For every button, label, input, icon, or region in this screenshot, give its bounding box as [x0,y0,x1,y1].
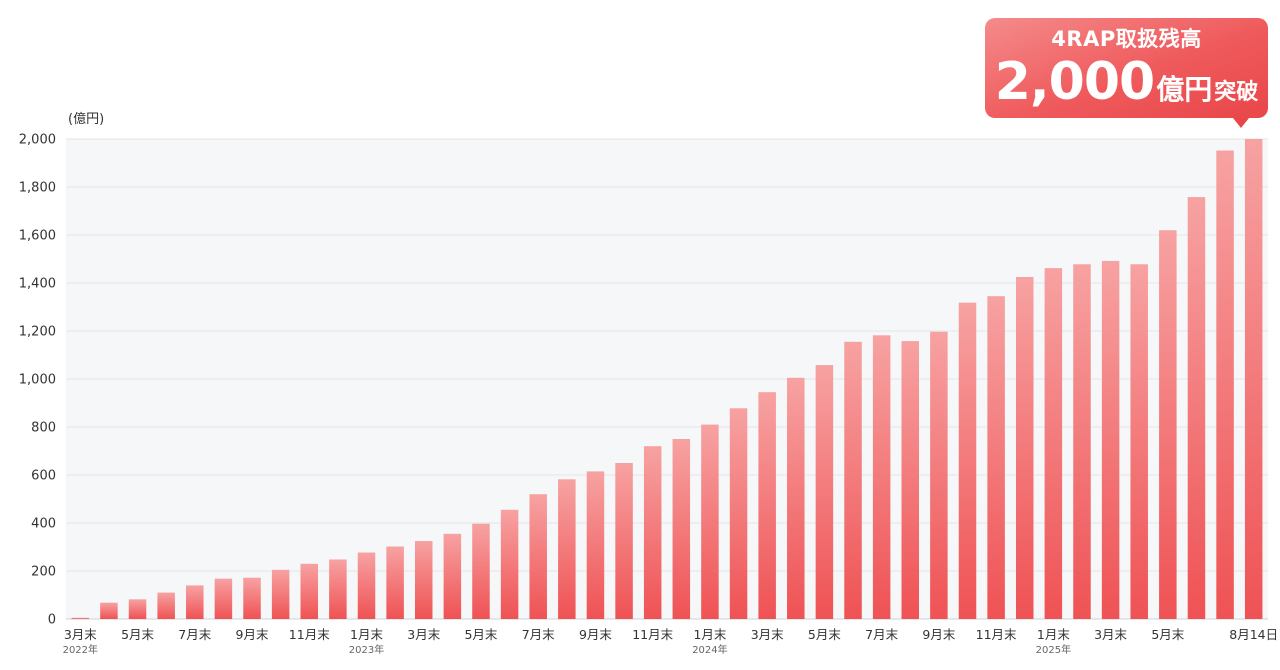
bar [1159,230,1177,619]
y-tick-label: 1,800 [19,181,56,196]
bar [300,563,319,619]
x-tick-label: 3月末 [64,627,97,642]
x-axis-ticks: 3月末 5月末 7月末 9月末 11月末 1月末 3月末 5月末 7月末 9月末 11月末 1月末 3月… [64,627,1278,642]
x-year-label: 2023年 [349,643,384,656]
callout-suffix: 突破 [1214,80,1259,105]
bar [1044,268,1063,619]
x-tick-label: 8月14日 [1229,627,1278,642]
bar [558,479,576,619]
x-tick-label: 9月末 [236,627,269,642]
bar [930,331,948,619]
x-tick-label: 3月末 [1094,627,1127,642]
bar [100,602,118,619]
x-tick-label: 11月末 [632,627,673,642]
bars [71,139,1263,619]
bar [414,541,433,619]
x-tick-label: 9月末 [579,627,612,642]
y-tick-label: 600 [31,469,56,484]
callout-title: 4RAP取扱残高 [1051,27,1202,51]
bar [214,578,233,619]
milestone-callout: 4RAP取扱残高 2,000億円突破 [985,18,1268,128]
bar [1130,264,1148,619]
y-tick-label: 0 [48,613,56,628]
bar [1187,197,1206,619]
x-year-label: 2025年 [1036,643,1071,656]
x-tick-label: 5月末 [808,627,841,642]
bar [987,296,1005,619]
bar [787,377,805,619]
callout-number: 2,000 [994,52,1155,112]
bar [186,585,204,619]
bar [815,365,834,619]
x-axis-year-labels: 2022年 2023年 2024年 2025年 [63,643,1072,656]
y-tick-label: 2,000 [19,133,56,148]
bar [1101,260,1120,619]
bar [1244,139,1263,619]
bar [1015,277,1034,619]
y-tick-label: 1,200 [19,325,56,340]
bar [1216,150,1234,619]
y-axis-ticks: 0 200 400 600 800 1,000 1,200 1,400 1,600 1,800 2,… [19,133,56,628]
bar [443,533,462,619]
gridlines [66,138,1268,620]
y-tick-label: 1,000 [19,373,56,388]
bar [500,509,519,619]
x-tick-label: 5月末 [1151,627,1184,642]
x-tick-label: 11月末 [289,627,330,642]
x-tick-label: 7月末 [178,627,211,642]
bar [615,463,633,619]
y-tick-label: 1,400 [19,277,56,292]
bar [329,559,347,619]
bar [529,494,547,619]
x-tick-label: 5月末 [464,627,497,642]
y-tick-label: 800 [31,421,56,436]
x-tick-label: 1月末 [350,627,383,642]
x-tick-label: 1月末 [693,627,726,642]
bar [243,577,261,619]
bar [844,341,862,619]
bar [758,392,776,619]
bar [271,569,290,619]
bar [128,599,147,619]
bar [386,546,404,619]
callout-main: 2,000億円突破 [985,54,1268,122]
y-axis-unit-label: (億円) [68,111,104,127]
bar [586,471,605,619]
x-tick-label: 1月末 [1037,627,1070,642]
bar [901,341,920,619]
bar [357,552,376,619]
y-tick-label: 1,600 [19,229,56,244]
y-tick-label: 200 [31,565,56,580]
bar [643,446,662,619]
x-tick-label: 11月末 [976,627,1017,642]
x-year-label: 2022年 [63,643,98,656]
x-tick-label: 3月末 [407,627,440,642]
x-tick-label: 7月末 [522,627,555,642]
y-tick-label: 400 [31,517,56,532]
bar [729,408,748,619]
x-tick-label: 5月末 [121,627,154,642]
bar [157,592,175,619]
bar [472,523,490,619]
x-year-label: 2024年 [692,643,727,656]
bar [872,335,891,619]
x-tick-label: 9月末 [922,627,955,642]
bar [672,439,691,619]
callout-unit: 億円 [1156,73,1213,106]
bar [1073,264,1091,619]
x-tick-label: 3月末 [751,627,784,642]
bar [701,424,719,619]
bar [958,302,977,619]
x-tick-label: 7月末 [865,627,898,642]
bar [71,617,90,619]
